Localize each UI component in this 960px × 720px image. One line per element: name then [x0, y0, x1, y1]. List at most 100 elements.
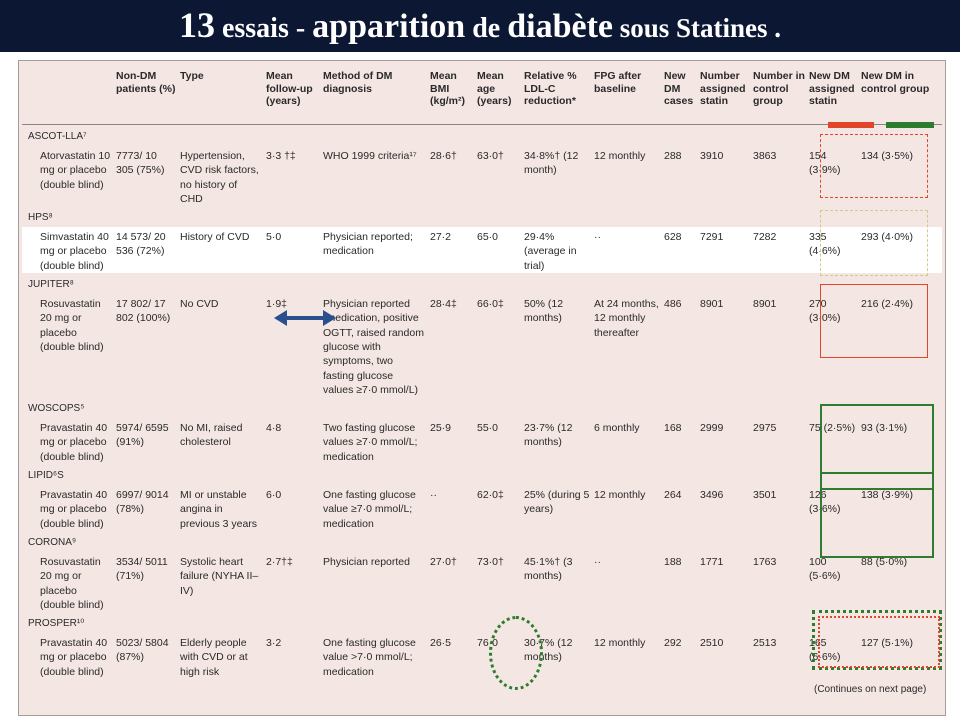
prosper-red-dotted-box [818, 616, 940, 668]
table-cell: No MI, raised cholesterol [178, 418, 264, 465]
table-cell: 7291 [698, 227, 751, 274]
table-cell: 34·8%† (12 month) [522, 146, 592, 207]
table-cell: 3534/ 5011 (71%) [114, 551, 178, 613]
table-row: Rosuvastatin 20 mg or placebo (double bl… [22, 294, 942, 398]
table-cell: 7773/ 10 305 (75%) [114, 146, 178, 207]
table-cell: 2·7†‡ [264, 551, 321, 613]
table-cell: Rosuvastatin 20 mg or placebo (double bl… [22, 294, 114, 398]
table-row: Pravastatin 40 mg or placebo (double bli… [22, 485, 942, 531]
woscops-green-box [820, 404, 934, 474]
header-cell: New DM cases [662, 66, 698, 125]
table-cell: WHO 1999 criteria¹⁷ [321, 146, 428, 207]
table-cell: 28·4‡ [428, 294, 475, 398]
table-cell: 3·3 †‡ [264, 146, 321, 207]
table-cell: One fasting glucose value >7·0 mmol/L; m… [321, 633, 428, 680]
table-cell: Physician reported [321, 551, 428, 613]
prosper-green-dotted-box [812, 610, 942, 670]
table-cell: 8901 [698, 294, 751, 398]
title-text-4: diabète [507, 8, 613, 45]
header-cell: Number assigned statin [698, 66, 751, 125]
table-cell: 12 monthly [592, 485, 662, 531]
table-cell: Rosuvastatin 20 mg or placebo (double bl… [22, 551, 114, 613]
table-cell: 628 [662, 227, 698, 274]
table-row: Simvastatin 40 mg or placebo (double bli… [22, 227, 942, 274]
table-cell: 292 [662, 633, 698, 680]
trial-name: LIPID⁶S [22, 464, 942, 486]
statin-trials-table: Non-DM patients (%) Type Mean follow-up … [22, 66, 942, 680]
table-cell: 62·0‡ [475, 485, 522, 531]
table-cell: 4·8 [264, 418, 321, 465]
title-bar: 13 essais - apparition de diabète sous S… [0, 0, 960, 52]
table-cell: 29·4% (average in trial) [522, 227, 592, 274]
table-cell: 6 monthly [592, 418, 662, 465]
title-text-1: essais - [214, 13, 313, 44]
table-cell: Pravastatin 40 mg or placebo (double bli… [22, 633, 114, 680]
table-cell: 66·0‡ [475, 294, 522, 398]
table-cell: 138 (3·9%) [859, 485, 942, 531]
header-cell: Non-DM patients (%) [114, 66, 178, 125]
title-text-3: de [465, 13, 508, 44]
table-cell: 3496 [698, 485, 751, 531]
table-cell: 168 [662, 418, 698, 465]
control-green-bar [886, 122, 934, 128]
header-cell: New DM assigned statin [807, 66, 859, 125]
table-cell: 27·0† [428, 551, 475, 613]
table-cell: 127 (5·1%) [859, 633, 942, 680]
ascot-dashed-box [820, 134, 928, 198]
table-cell: Systolic heart failure (NYHA II–IV) [178, 551, 264, 613]
header-cell [22, 66, 114, 125]
table-cell: One fasting glucose value ≥7·0 mmol/L; m… [321, 485, 428, 531]
table-cell: History of CVD [178, 227, 264, 274]
table-cell: ·· [592, 227, 662, 274]
table-cell: 3·2 [264, 633, 321, 680]
table-cell: 45·1%† (3 months) [522, 551, 592, 613]
title-number: 13 [178, 5, 215, 45]
table-cell: 3501 [751, 485, 807, 531]
table-cell: 6997/ 9014 (78%) [114, 485, 178, 531]
table-cell: 1·9‡ [264, 294, 321, 398]
table-cell: 14 573/ 20 536 (72%) [114, 227, 178, 274]
table-row: Pravastatin 40 mg or placebo (double bli… [22, 633, 942, 680]
table-cell: 93 (3·1%) [859, 418, 942, 465]
table-cell: 188 [662, 551, 698, 613]
table-cell: 75 (2·5%) [807, 418, 859, 465]
table-cell: 3910 [698, 146, 751, 207]
table-cell: 50% (12 months) [522, 294, 592, 398]
table-cell: 1763 [751, 551, 807, 613]
header-cell: Type [178, 66, 264, 125]
table-cell: 2513 [751, 633, 807, 680]
table-cell: 154 (3·9%) [807, 146, 859, 207]
table-cell: Atorvastatin 10 mg or placebo (double bl… [22, 146, 114, 207]
table-cell: 23·7% (12 months) [522, 418, 592, 465]
trial-name-row: JUPITER⁸ [22, 273, 942, 295]
trial-name-row: ASCOT-LLA⁷ [22, 124, 942, 146]
trial-name: CORONA⁹ [22, 530, 942, 552]
header-cell: New DM in control group [859, 66, 942, 125]
table-cell: 288 [662, 146, 698, 207]
table-cell: Hypertension, CVD risk factors, no histo… [178, 146, 264, 207]
table-cell: 12 monthly [592, 146, 662, 207]
hps-dashed-box [820, 210, 928, 276]
table-cell: 293 (4·0%) [859, 227, 942, 274]
table-cell: 63·0† [475, 146, 522, 207]
trial-name-row: LIPID⁶S [22, 464, 942, 486]
table-header-row: Non-DM patients (%) Type Mean follow-up … [22, 66, 942, 125]
table-cell: ·· [592, 551, 662, 613]
header-cell: FPG after baseline [592, 66, 662, 125]
table-cell: 134 (3·5%) [859, 146, 942, 207]
table-cell: 5023/ 5804 (87%) [114, 633, 178, 680]
table-cell: Physician reported; medication [321, 227, 428, 274]
table-cell: Elderly people with CVD or at high risk [178, 633, 264, 680]
table-cell: At 24 months, 12 monthly thereafter [592, 294, 662, 398]
table-cell: ·· [428, 485, 475, 531]
table-cell: 25·9 [428, 418, 475, 465]
prosper-age-dotted-circle [489, 616, 543, 690]
table-cell: 65·0 [475, 227, 522, 274]
header-cell: Mean age (years) [475, 66, 522, 125]
table-cell: Two fasting glucose values ≥7·0 mmol/L; … [321, 418, 428, 465]
table-row: Atorvastatin 10 mg or placebo (double bl… [22, 146, 942, 207]
title-text-2: apparition [312, 8, 466, 45]
jupiter-solid-box [820, 284, 928, 358]
double-arrow-icon [274, 310, 336, 326]
table-cell: 2975 [751, 418, 807, 465]
